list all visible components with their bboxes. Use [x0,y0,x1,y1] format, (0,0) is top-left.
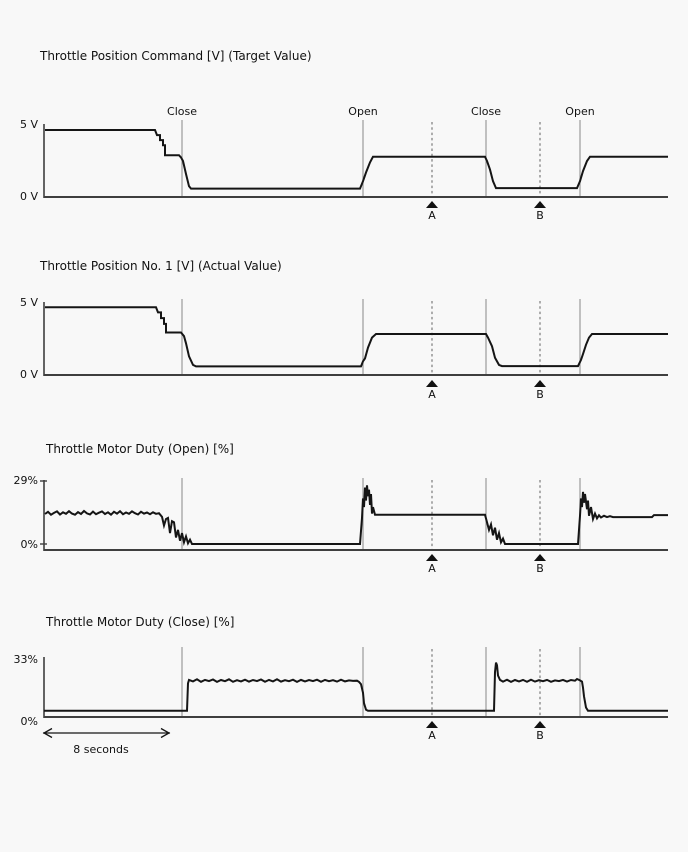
chart2-title: Throttle Position No. 1 [V] (Actual Valu… [40,259,282,273]
chart3-title: Throttle Motor Duty (Open) [%] [46,442,234,456]
chart4-cursor-a-triangle [426,721,438,728]
cursor-b-label-chart4: B [536,729,544,742]
chart2-waveform [45,306,668,368]
chart3-cursor-a-triangle [426,554,438,561]
chart4-waveform [44,662,668,712]
chart2-cursor-a-triangle [426,380,438,387]
scale-arrow-right-head [160,727,171,739]
cursor-a-label-chart1: A [428,209,436,222]
cursor-b-label-chart2: B [536,388,544,401]
chart1-waveform [45,129,668,190]
time-scale-label: 8 seconds [73,743,129,756]
event-label-open1: Open [348,105,378,118]
chart3-ylabel-bottom: 0% [20,538,38,551]
chart1-ylabel-top: 5 V [19,118,38,131]
event-label-close1: Close [167,105,197,118]
chart1-ylabel-bottom: 0 V [19,190,38,203]
chart3-ylabel-top: 29% [13,474,38,487]
event-label-close2: Close [471,105,501,118]
chart4-title: Throttle Motor Duty (Close) [%] [46,615,235,629]
cursor-a-label-chart4: A [428,729,436,742]
chart4-cursor-b-triangle [534,721,546,728]
cursor-b-label-chart1: B [536,209,544,222]
chart4-ylabel-top: 33% [13,653,38,666]
cursor-b-label-chart3: B [536,562,544,575]
chart3-waveform [44,485,668,547]
event-label-open2: Open [565,105,595,118]
cursor-a-label-chart2: A [428,388,436,401]
chart4-ylabel-bottom: 0% [20,715,38,728]
chart1-title: Throttle Position Command [V] (Target Va… [40,49,312,63]
cursor-a-label-chart3: A [428,562,436,575]
chart1-cursor-b-triangle [534,201,546,208]
chart1-cursor-a-triangle [426,201,438,208]
chart2-ylabel-top: 5 V [19,296,38,309]
chart2-cursor-b-triangle [534,380,546,387]
chart2-ylabel-bottom: 0 V [19,368,38,381]
chart3-cursor-b-triangle [534,554,546,561]
scale-arrow-left-head [42,727,53,739]
